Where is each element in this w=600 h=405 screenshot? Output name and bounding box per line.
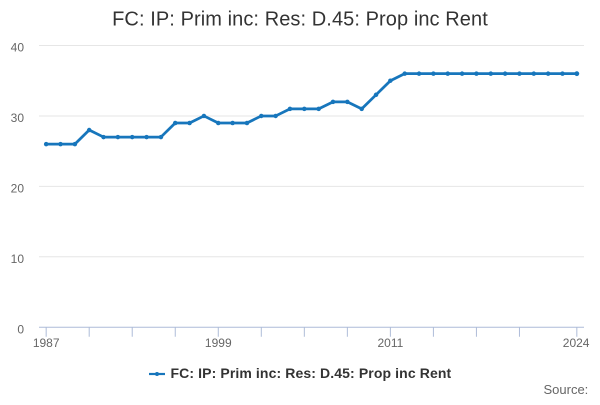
svg-text:2024: 2024 (563, 336, 590, 350)
svg-text:1987: 1987 (33, 336, 60, 350)
svg-text:2011: 2011 (377, 336, 403, 350)
svg-text:FC: IP: Prim inc: Res: D.45: P: FC: IP: Prim inc: Res: D.45: Prop inc Re… (112, 8, 488, 30)
svg-text:20: 20 (11, 181, 25, 195)
svg-text:1999: 1999 (205, 336, 232, 350)
svg-text:0: 0 (17, 322, 24, 336)
svg-text:FC: IP: Prim inc: Res: D.45: P: FC: IP: Prim inc: Res: D.45: Prop inc Re… (171, 365, 452, 381)
svg-text:Source:: Source: (543, 382, 588, 397)
svg-text:40: 40 (11, 41, 25, 55)
svg-text:10: 10 (11, 252, 25, 266)
svg-text:30: 30 (11, 111, 25, 125)
